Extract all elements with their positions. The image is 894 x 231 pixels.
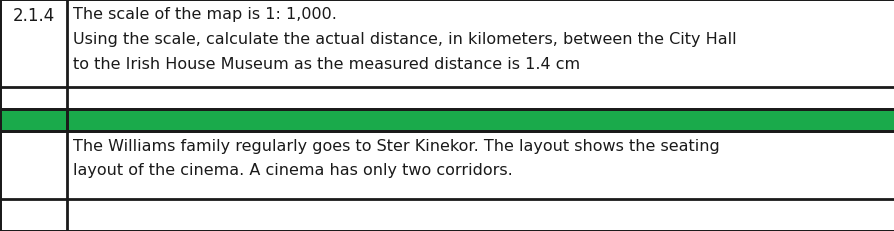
Text: layout of the cinema. A cinema has only two corridors.: layout of the cinema. A cinema has only …: [73, 163, 512, 177]
Bar: [0, 109, 894, 131]
Text: to the Irish House Museum as the measured distance is 1.4 cm: to the Irish House Museum as the measure…: [73, 57, 579, 72]
Text: The Williams family regularly goes to Ster Kinekor. The layout shows the seating: The Williams family regularly goes to St…: [73, 138, 719, 153]
Text: The scale of the map is 1: 1,000.: The scale of the map is 1: 1,000.: [73, 7, 337, 22]
Text: Using the scale, calculate the actual distance, in kilometers, between the City : Using the scale, calculate the actual di…: [73, 32, 736, 47]
Text: 2.1.4: 2.1.4: [13, 7, 55, 25]
